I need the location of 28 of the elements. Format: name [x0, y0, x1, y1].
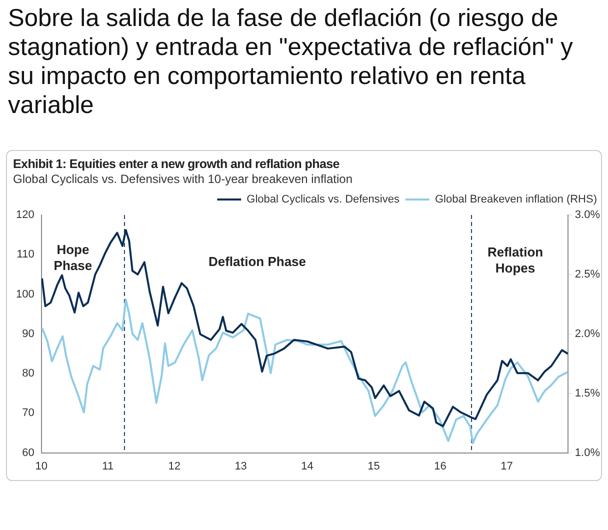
y-tick-label: 90 [22, 328, 34, 340]
x-tick-label: 15 [368, 460, 380, 472]
y-tick-label: 70 [22, 407, 34, 420]
y2-tick-label: 2.5% [574, 268, 600, 280]
x-tick-label: 14 [301, 460, 314, 472]
y-tick-label: 60 [22, 446, 34, 459]
y-tick-label: 80 [22, 368, 34, 380]
annotation: Hope Phase [54, 242, 92, 274]
y2-tick-label: 2.0% [574, 328, 600, 340]
text: Global Cyclicals vs. Defensives with 10-year breakeven inflation [13, 172, 354, 186]
chart-title: Sobre la salida de la fase de deflación (o riesgo de stagnation) y entrada en "expectativa de reflación" y su impacto en comportamiento relativo en renta variable [7, 4, 574, 120]
y-tick-label: 120 [16, 209, 34, 222]
x-tick-label: 16 [434, 460, 446, 472]
x-tick-label: 11 [102, 460, 114, 472]
y-tick-label: 110 [16, 248, 34, 261]
annotation: Deflation Phase [208, 254, 306, 270]
y-tick-label: 100 [16, 288, 34, 300]
x-tick-label: 12 [168, 460, 180, 472]
x-tick-label: 17 [500, 460, 513, 472]
chart-subtitle: Exhibit 1: Equities enter a new growth and reflation phase [13, 157, 340, 171]
x-tick-label: 13 [234, 460, 247, 472]
y2-tick-label: 1.0% [574, 446, 600, 459]
y2-tick-label: 1.5% [574, 387, 600, 400]
x-tick-label: 10 [35, 460, 48, 472]
legend-label: Global Breakeven inflation (RHS) [434, 194, 598, 206]
legend-label: Global Cyclicals vs. Defensives [246, 194, 400, 206]
y2-tick-label: 3.0% [574, 209, 600, 222]
annotation: Reflation Hopes [487, 244, 544, 276]
